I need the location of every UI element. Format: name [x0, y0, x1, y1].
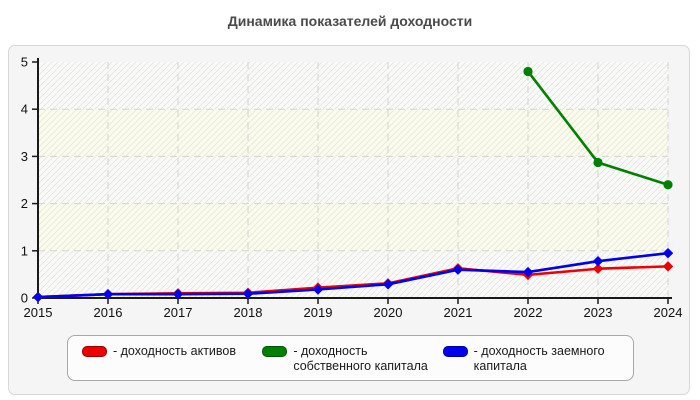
data-point: [102, 289, 114, 300]
svg-text:2017: 2017: [164, 305, 193, 320]
data-point: [172, 289, 184, 300]
plot-bands: [38, 62, 668, 298]
svg-text:2022: 2022: [514, 305, 543, 320]
chart-title: Динамика показателей доходности: [227, 13, 473, 29]
data-point: [522, 266, 534, 278]
svg-text:2015: 2015: [24, 305, 53, 320]
svg-text:2024: 2024: [654, 305, 683, 320]
data-point: [523, 66, 533, 77]
data-point: [382, 279, 394, 290]
data-point: [662, 261, 674, 272]
legend-item: - доходность собственного капитала: [262, 344, 442, 375]
svg-text:4: 4: [21, 102, 28, 117]
svg-text:2021: 2021: [444, 305, 473, 320]
data-point: [452, 264, 464, 275]
svg-text:2: 2: [21, 196, 28, 211]
legend-label: - доходность активов: [113, 344, 236, 358]
axes: [32, 58, 672, 304]
svg-text:1: 1: [21, 243, 28, 258]
legend-label: - доходность заемного капитала: [473, 344, 605, 374]
svg-text:2019: 2019: [304, 305, 333, 320]
data-point: [32, 291, 44, 303]
svg-text:0: 0: [21, 291, 28, 306]
svg-text:5: 5: [21, 55, 28, 70]
svg-text:3: 3: [21, 149, 28, 164]
data-point: [312, 284, 324, 295]
series-2: [32, 247, 674, 303]
svg-text:2016: 2016: [94, 305, 123, 320]
chart-legend: - доходность активов - доходность собстве…: [67, 335, 634, 381]
data-point: [663, 180, 673, 190]
svg-text:2020: 2020: [374, 305, 403, 320]
series-1: [523, 66, 673, 190]
data-point: [242, 288, 254, 299]
data-point: [593, 157, 603, 168]
data-point: [592, 263, 604, 274]
svg-text:2018: 2018: [234, 305, 263, 320]
legend-swatch: [82, 346, 107, 357]
legend-swatch: [262, 346, 288, 357]
legend-item: - доходность заемного капитала: [442, 344, 623, 375]
data-point: [662, 247, 674, 259]
y-axis-labels: 0 1 2 3 4 5: [21, 55, 28, 306]
svg-text:2023: 2023: [584, 305, 613, 320]
x-axis-labels: 2015 2016 2017 2018 2019 2020 2021 2022 2023 2024: [24, 305, 683, 320]
legend-swatch: [442, 346, 468, 357]
legend-label: - доходность собственного капитала: [293, 344, 428, 374]
legend-item: - доходность активов: [82, 344, 262, 359]
data-point: [592, 255, 604, 267]
